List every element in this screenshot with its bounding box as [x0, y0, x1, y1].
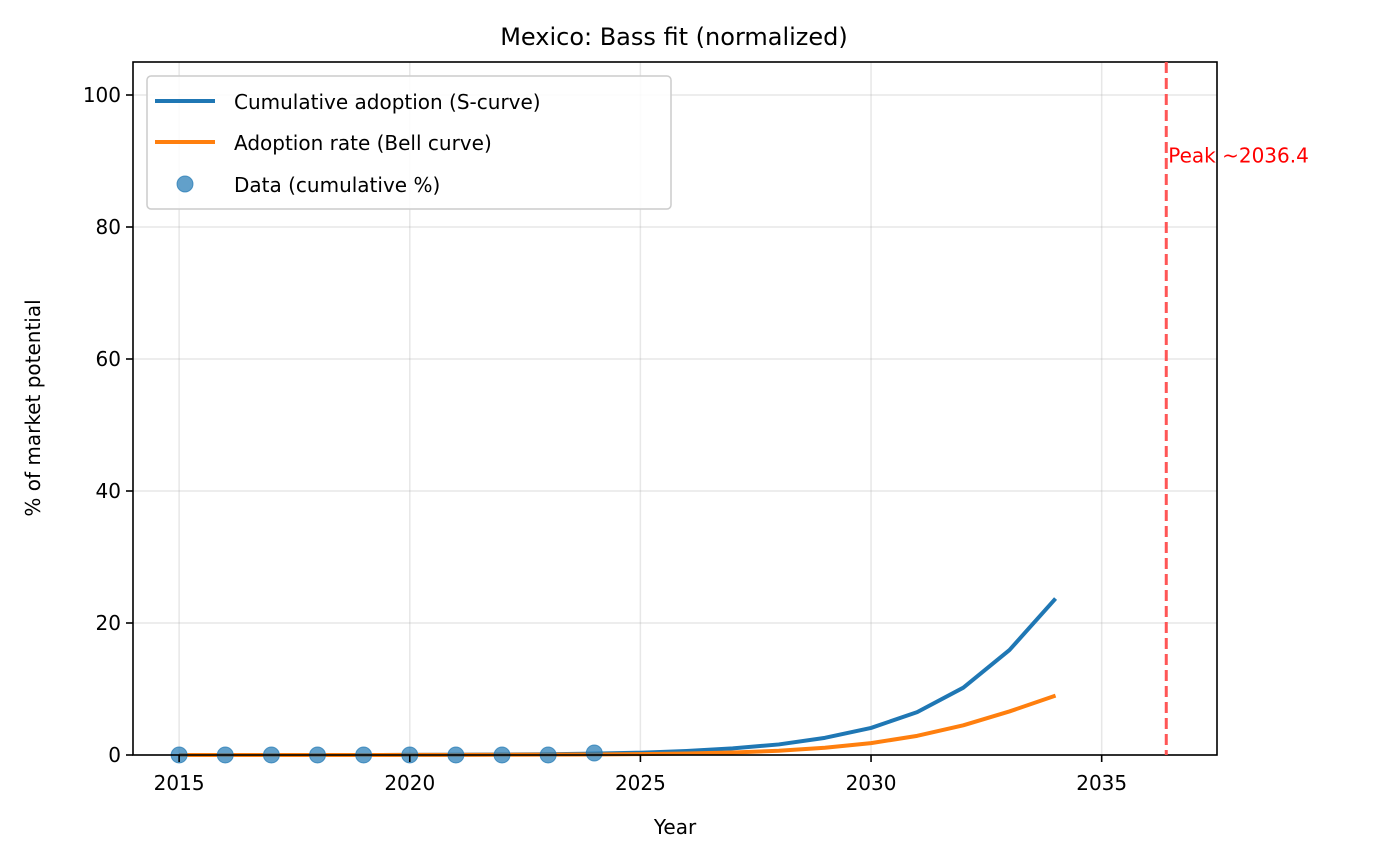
x-tick-label: 2015: [154, 771, 205, 795]
legend-label-cumulative: Cumulative adoption (S-curve): [234, 90, 541, 114]
data-point: [585, 744, 603, 762]
legend-box: [146, 75, 672, 210]
y-tick-label: 80: [96, 215, 121, 239]
legend-label-data: Data (cumulative %): [234, 173, 440, 197]
y-axis-title: % of market potential: [21, 299, 45, 516]
chart-title: Mexico: Bass fit (normalized): [500, 23, 848, 51]
x-axis-title: Year: [653, 815, 697, 839]
x-tick-label: 2035: [1076, 771, 1127, 795]
axis-ticks: 2015 2020 2025 2030 2035 0 20 40 60 80 100: [83, 83, 1127, 795]
axes-frame: [132, 61, 1218, 756]
y-tick-label: 100: [83, 83, 121, 107]
y-tick-label: 20: [96, 611, 121, 635]
legend-label-rate: Adoption rate (Bell curve): [234, 131, 492, 155]
x-tick-label: 2020: [384, 771, 435, 795]
legend: Cumulative adoption (S-curve) Adoption r…: [146, 75, 672, 210]
annotations: Peak ~2036.4: [1164, 62, 1309, 755]
y-tick-label: 60: [96, 347, 121, 371]
peak-label: Peak ~2036.4: [1168, 143, 1309, 167]
x-tick-label: 2030: [846, 771, 897, 795]
x-tick-label: 2025: [615, 771, 666, 795]
y-tick-label: 0: [108, 743, 121, 767]
legend-swatch-data: [176, 175, 194, 193]
y-tick-label: 40: [96, 479, 121, 503]
